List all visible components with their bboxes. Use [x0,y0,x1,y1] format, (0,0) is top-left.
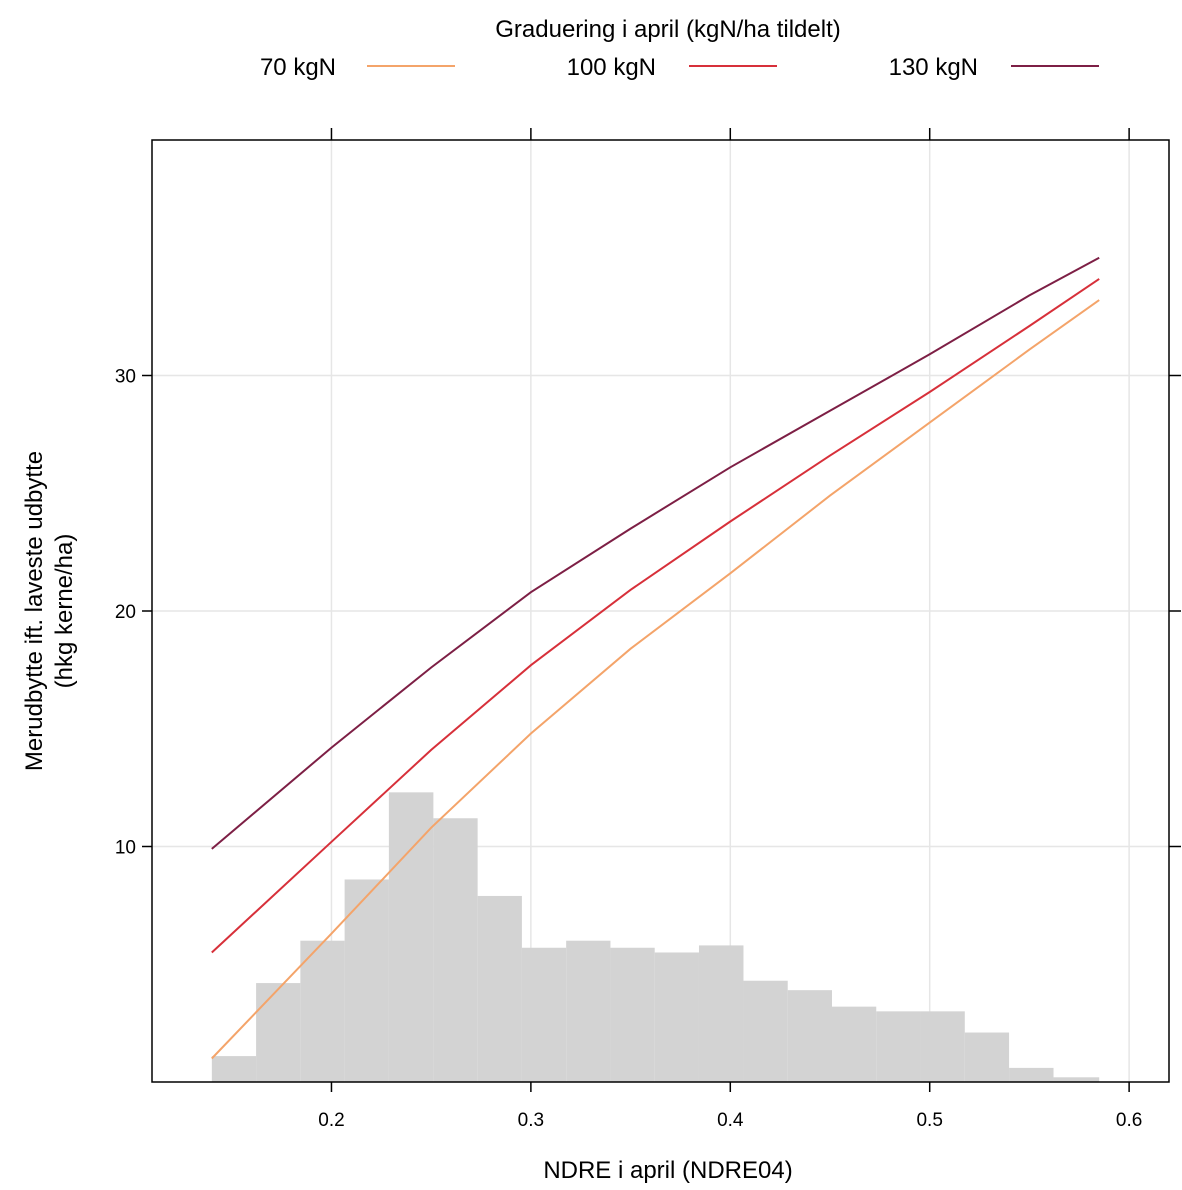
histogram-bar [743,980,788,1082]
histogram-bar [521,947,567,1082]
histogram-bar [566,940,611,1082]
legend-label-70: 70 kgN [260,54,336,81]
series-line-130-kgN [211,256,1100,850]
histogram-bar [477,895,522,1082]
x-tick-label: 0.3 [518,1110,544,1131]
histogram-bar [610,947,655,1082]
y-axis-title: Merudbytte ift. laveste udbytte (hkg ker… [21,451,78,771]
histogram [211,792,1100,1082]
histogram-bar [344,879,389,1082]
grid [152,140,1169,1082]
series-line-70-kgN [211,299,1100,1060]
series-lines [211,256,1100,1060]
histogram-bar [876,1011,921,1082]
histogram-bar [388,792,434,1082]
legend-label-130: 130 kgN [889,54,978,81]
histogram-bar [920,1011,965,1082]
histogram-bar [698,945,744,1082]
series-line-100-kgN [211,278,1100,954]
axes-ticks: 0.2 0.3 0.4 0.5 0.6 10 20 30 [115,128,1181,1131]
legend-title: Graduering i april (kgN/ha tildelt) [495,16,840,43]
y-tick-label: 30 [115,367,136,388]
histogram-bar [256,983,301,1082]
y-tick-label: 20 [115,602,136,623]
histogram-bar [964,1032,1010,1082]
histogram-bar [1009,1067,1054,1082]
x-tick-label: 0.5 [916,1110,942,1131]
histogram-bar [211,1056,257,1082]
x-tick-label: 0.2 [318,1110,344,1131]
y-tick-label: 10 [115,838,136,859]
histogram-bar [787,990,832,1082]
histogram-bar [831,1006,877,1082]
histogram-bar [1053,1077,1100,1082]
y-axis-title-line2: (hkg kerne/ha) [51,534,78,689]
x-tick-label: 0.6 [1116,1110,1142,1131]
x-tick-label: 0.4 [717,1110,744,1131]
histogram-bar [433,818,478,1082]
histogram-bar [654,952,699,1082]
legend: Graduering i april (kgN/ha tildelt) 70 k… [260,16,1099,81]
y-axis-title-line1: Merudbytte ift. laveste udbytte [21,451,48,771]
x-axis-title: NDRE i april (NDRE04) [543,1157,792,1184]
histogram-bar [300,940,345,1082]
legend-label-100: 100 kgN [567,54,656,81]
